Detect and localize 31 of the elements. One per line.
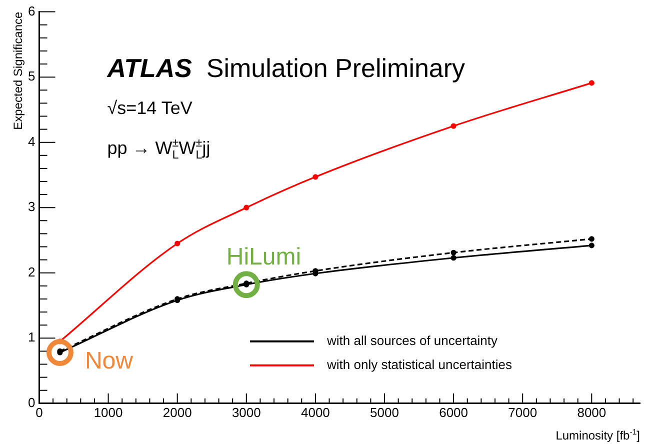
x-tick-label: 1000	[94, 404, 123, 420]
y-axis-title: Expected Significance	[11, 11, 25, 130]
point	[588, 236, 594, 242]
point	[588, 242, 594, 248]
point	[312, 174, 318, 180]
annotation: ATLAS Simulation Preliminary	[106, 52, 466, 83]
point	[450, 250, 456, 256]
annotation: HiLumi	[226, 244, 302, 271]
point	[588, 80, 594, 86]
legend-label: with all sources of uncertainty	[326, 332, 498, 348]
point	[244, 204, 250, 210]
point	[174, 240, 180, 246]
y-tick-label: 2	[28, 264, 36, 280]
x-tick-label: 7000	[508, 404, 538, 420]
y-tick-label: 4	[28, 134, 36, 149]
x-tick-label: 4000	[300, 404, 330, 420]
y-tick-label: 5	[28, 68, 36, 84]
point	[450, 255, 456, 261]
x-tick-label: 5000	[370, 404, 399, 420]
annotation: Now	[84, 347, 134, 374]
legend-label: with only statistical uncertainties	[326, 356, 512, 372]
y-tick-label: 3	[28, 199, 36, 214]
y-tick-label: 0	[28, 394, 36, 410]
point	[450, 123, 456, 129]
annotation: √s=14 TeV	[107, 98, 192, 118]
x-tick-label: 8000	[577, 404, 606, 420]
y-tick-label: 1	[28, 330, 36, 345]
y-tick-label: 6	[28, 3, 36, 18]
x-tick-label: 2000	[162, 404, 192, 420]
x-tick-label: 6000	[439, 404, 468, 420]
x-tick-label: 3000	[232, 404, 261, 420]
